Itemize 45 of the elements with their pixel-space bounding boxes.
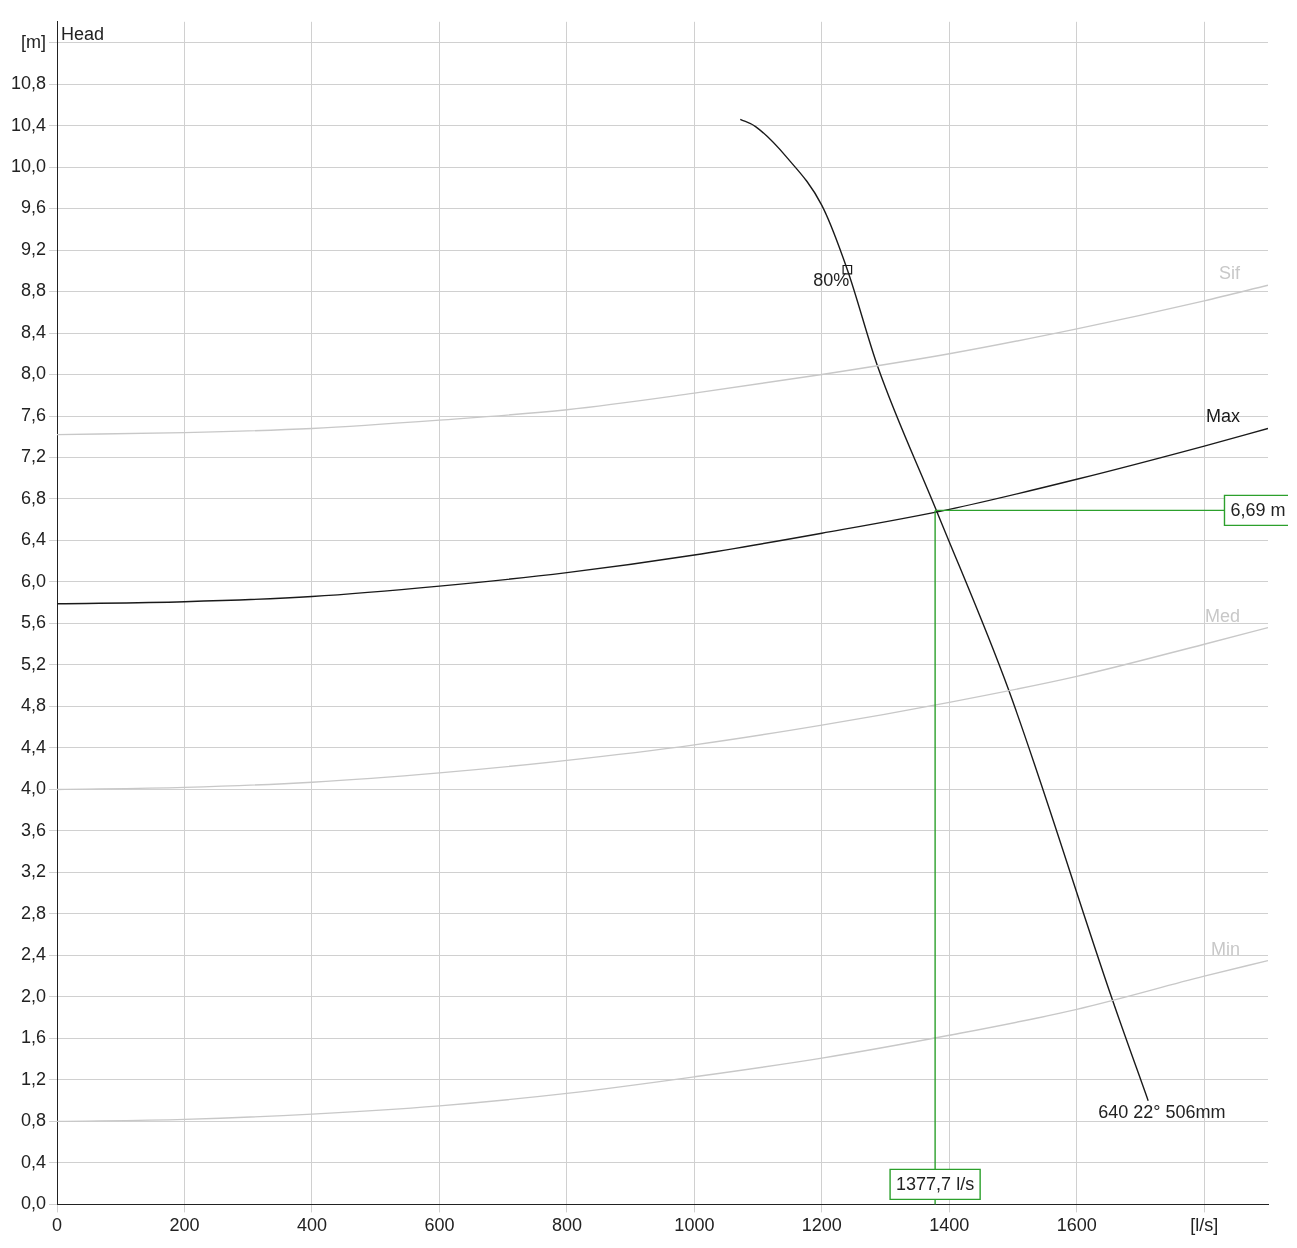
series-label: 640 22° 506mm [1098,1101,1226,1122]
y-tick-label: [m] [21,31,47,52]
y-tick-label: 7,6 [21,404,47,425]
ref-line-label: 6,69 m [1230,500,1286,521]
y-tick-label: 0,0 [21,1193,47,1214]
y-tick-label: 3,6 [21,819,47,840]
annotation: 80% [813,269,850,290]
y-tick-label: 8,4 [21,321,47,342]
y-tick-label: 8,8 [21,280,47,301]
x-tick-label: 600 [424,1215,455,1236]
y-tick-label: 10,4 [10,114,47,135]
y-tick-label: 10,8 [10,73,47,94]
y-tick-label: 9,6 [21,197,47,218]
y-tick-label: 2,0 [21,985,47,1006]
y-tick-label: 6,8 [21,487,47,508]
y-tick-label: 4,8 [21,695,47,716]
y-axis-title: Head [61,23,105,44]
x-tick-label: 800 [551,1215,582,1236]
x-tick-label: 1400 [929,1215,970,1236]
y-tick-label: 0,4 [21,1151,47,1172]
series-label: Max [1205,406,1240,427]
y-tick-label: 6,0 [21,570,47,591]
y-tick-label: 6,4 [21,529,47,550]
y-tick-label: 2,8 [21,902,47,923]
y-tick-label: 4,4 [21,736,47,757]
x-tick-label: 0 [52,1215,63,1236]
x-tick-label: 1600 [1056,1215,1097,1236]
x-tick-label: [l/s] [1190,1215,1219,1236]
x-tick-label: 1000 [674,1215,715,1236]
x-tick-label: 1200 [801,1215,842,1236]
y-tick-label: 5,6 [21,612,47,633]
y-tick-label: 3,2 [21,861,47,882]
ref-line-label: 1377,7 l/s [896,1174,975,1195]
y-tick-label: 7,2 [21,446,47,467]
x-tick-label: 200 [169,1215,200,1236]
x-tick-label: 400 [296,1215,327,1236]
y-tick-label: 1,6 [21,1027,47,1048]
y-tick-label: 4,0 [21,778,47,799]
y-tick-label: 10,0 [10,156,47,176]
y-tick-label: 9,2 [21,238,47,259]
y-tick-label: 2,4 [21,944,47,965]
y-tick-label: 1,2 [21,1068,47,1089]
y-tick-label: 0,8 [21,1110,47,1131]
y-tick-label: 5,2 [21,653,47,674]
y-tick-label: 8,0 [21,363,47,384]
